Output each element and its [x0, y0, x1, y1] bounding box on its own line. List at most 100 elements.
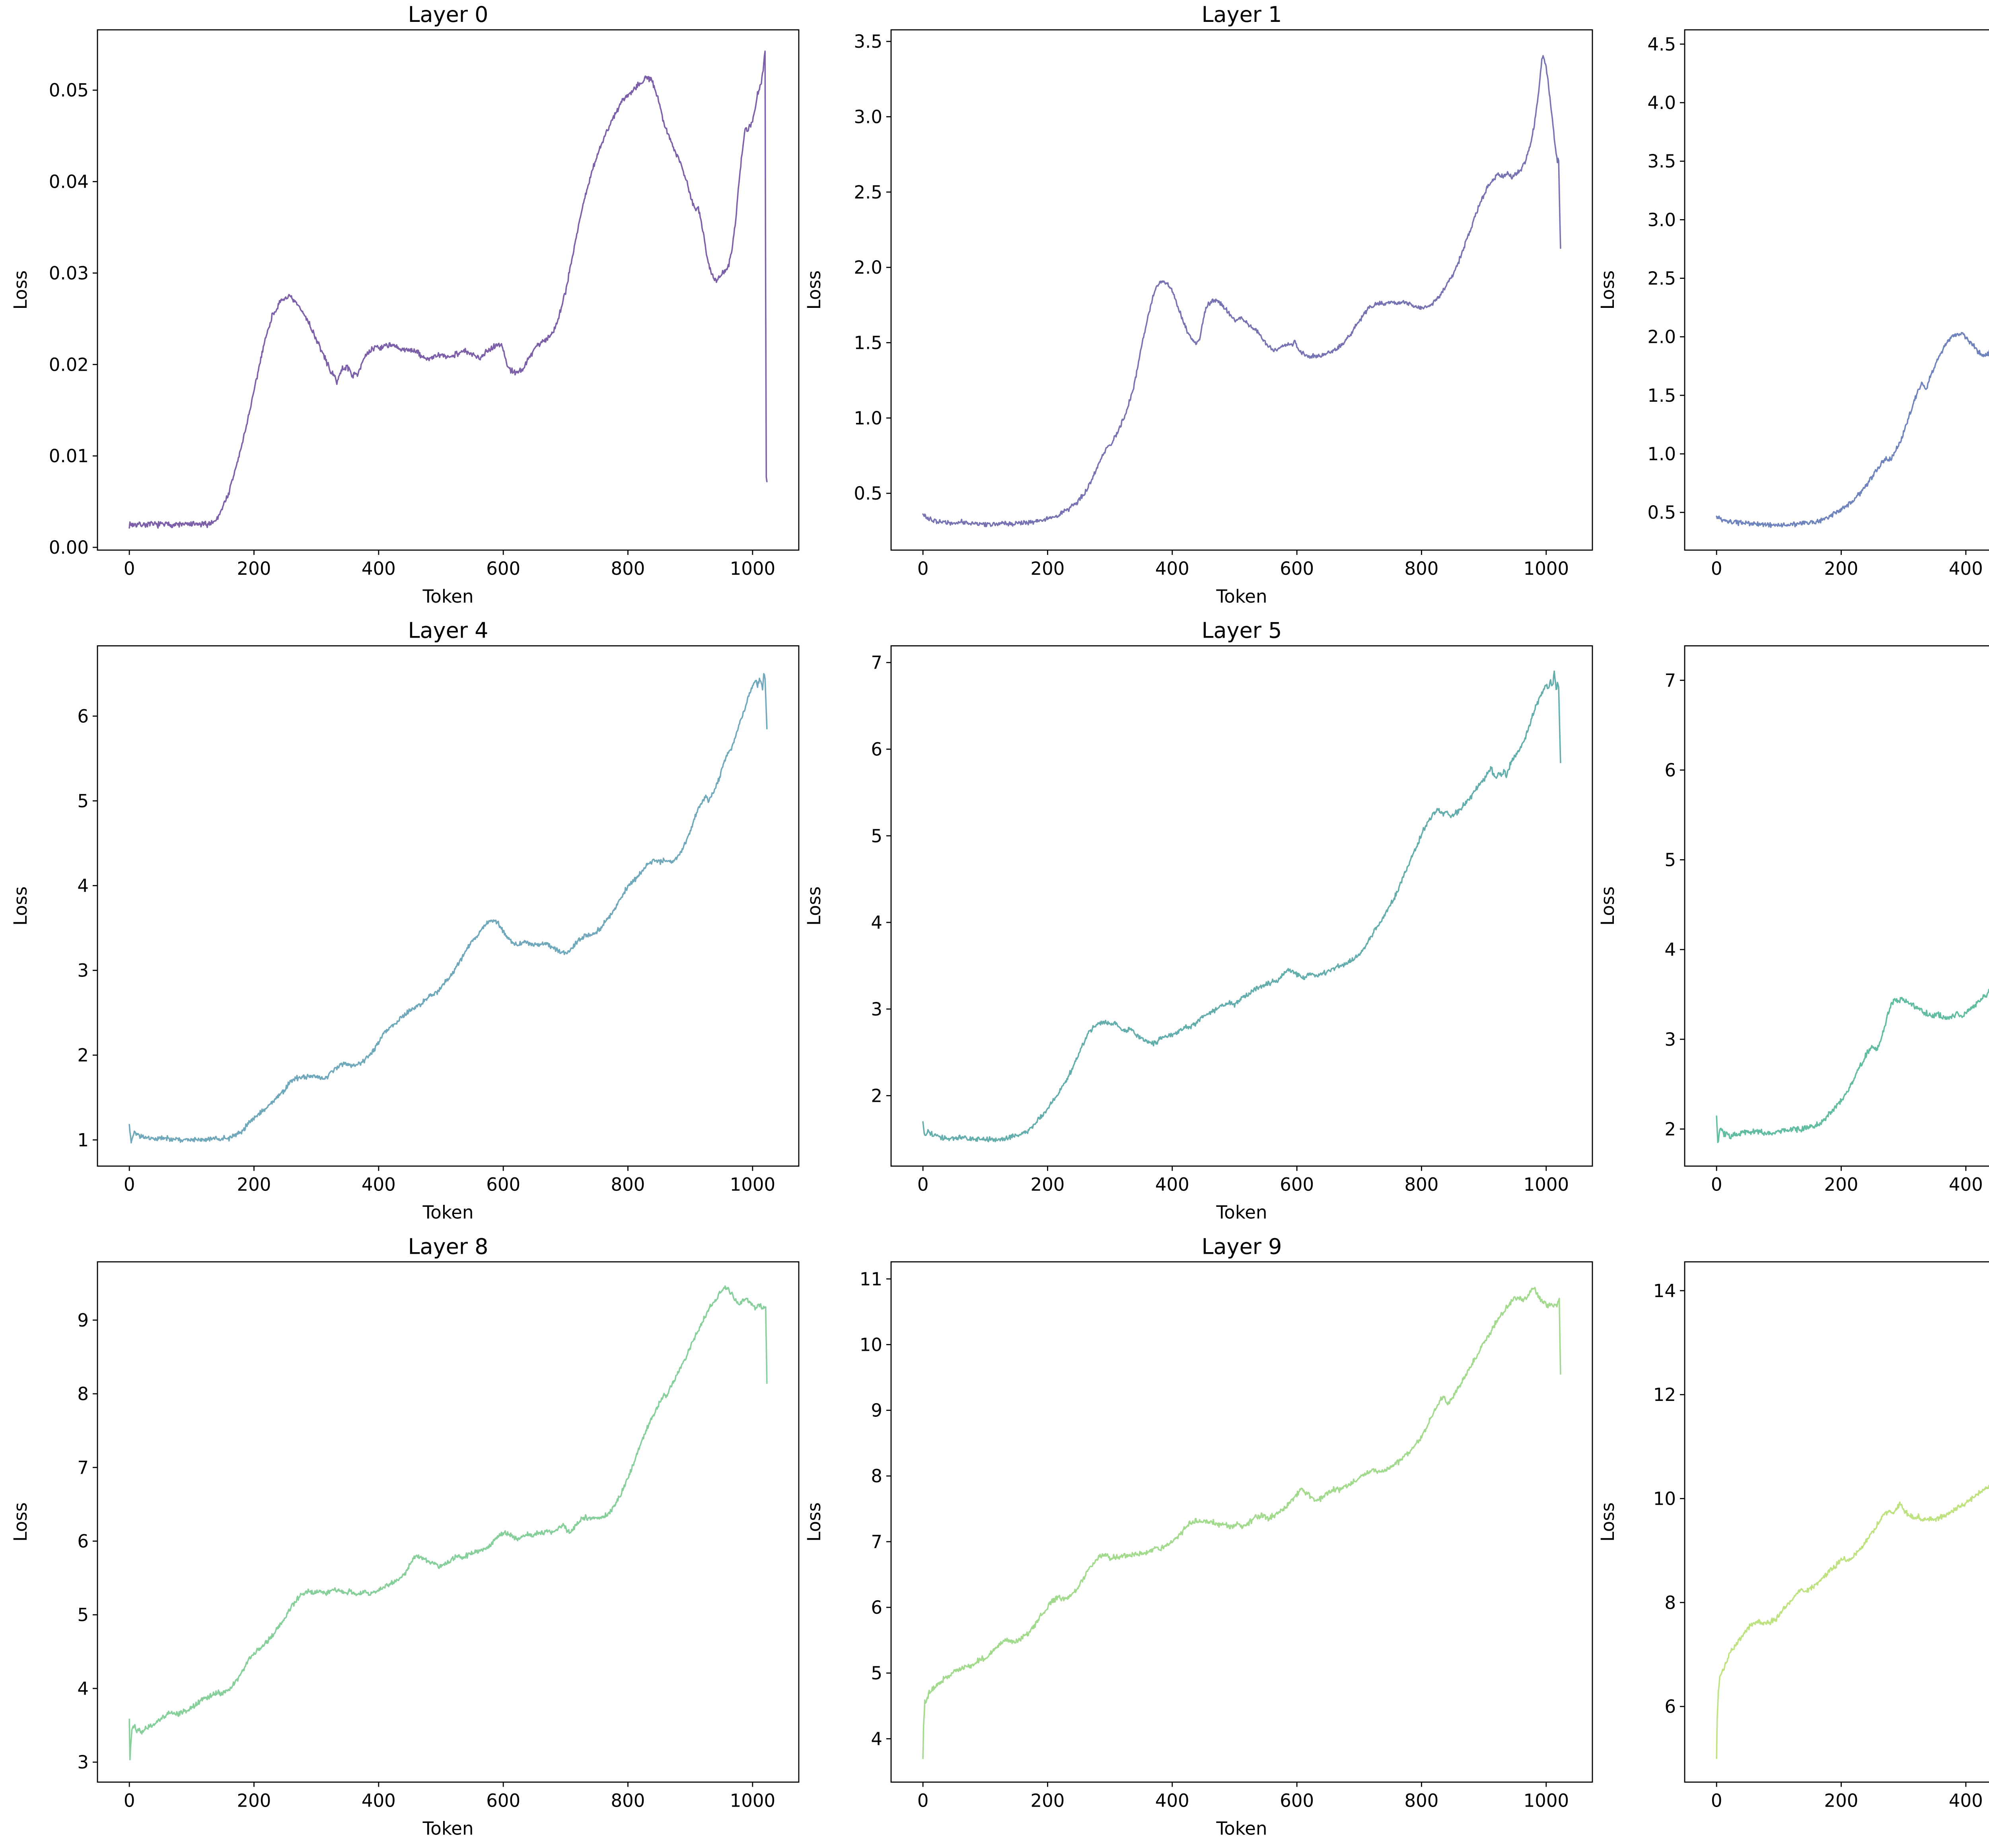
- subplot-layer-8: 3 4 5 6 7 8 9 0 200 400 600 800 1000 Layer 8 Token Loss: [10, 1234, 800, 1839]
- axes-frame: [1684, 1261, 1989, 1783]
- y-tick-label: 4: [1664, 939, 1676, 960]
- axes-frame: [890, 29, 1593, 551]
- loss-curve: [128, 51, 768, 529]
- x-tick-label: 800: [611, 1790, 645, 1811]
- y-tick-label: 0.03: [49, 263, 89, 284]
- y-tick-label: 5: [77, 1605, 89, 1626]
- x-tick-label: 400: [362, 558, 396, 579]
- x-tick-label: 400: [1155, 558, 1189, 579]
- y-tick-label: 0.05: [49, 80, 89, 101]
- loss-curve: [922, 55, 1561, 527]
- x-tick-label: 400: [1155, 1790, 1189, 1811]
- y-tick-label: 8: [77, 1383, 89, 1404]
- loss-curve: [922, 1287, 1561, 1759]
- x-tick-label: 200: [1824, 1174, 1859, 1195]
- axes-frame: [97, 645, 800, 1167]
- loss-curve: [922, 670, 1561, 1142]
- x-tick-label: 200: [237, 1790, 271, 1811]
- x-tick-label: 600: [1280, 1790, 1314, 1811]
- y-tick-label: 5: [77, 790, 89, 811]
- x-tick-label: 200: [237, 558, 271, 579]
- y-tick-label: 6: [77, 706, 89, 727]
- y-tick-label: 3: [77, 960, 89, 981]
- axes-frame: [1684, 29, 1989, 551]
- x-axis-label: Token: [1216, 1818, 1267, 1839]
- y-tick-label: 9: [77, 1310, 89, 1331]
- plot-area: [1685, 646, 1989, 1166]
- subplot-title: Layer 4: [408, 618, 488, 643]
- plot-area: [97, 646, 799, 1166]
- x-tick-label: 400: [1949, 1790, 1983, 1811]
- y-tick-label: 2.5: [854, 182, 882, 203]
- y-tick-label: 0.04: [49, 171, 89, 193]
- subplot-layer-1: 0.5 1.0 1.5 2.0 2.5 3.0 3.5 0 200 400 600 800 1000 La…: [804, 2, 1593, 607]
- x-tick-label: 200: [237, 1174, 271, 1195]
- y-tick-label: 9: [871, 1400, 882, 1421]
- y-tick-label: 0.00: [49, 537, 89, 558]
- subplot-title: Layer 5: [1201, 618, 1282, 643]
- axes-frame: [1684, 645, 1989, 1167]
- x-tick-label: 0: [1711, 1174, 1722, 1195]
- x-tick-label: 800: [611, 558, 645, 579]
- x-tick-label: 200: [1824, 558, 1859, 579]
- y-tick-label: 7: [1664, 670, 1676, 691]
- y-tick-label: 7: [77, 1457, 89, 1478]
- y-tick-label: 1.5: [854, 333, 882, 354]
- y-tick-label: 6: [871, 1597, 882, 1618]
- subplot-title: Layer 10: [1988, 1234, 1989, 1259]
- plot-area: [1685, 1262, 1989, 1782]
- plot-area: [891, 646, 1592, 1166]
- x-tick-label: 0: [917, 1174, 929, 1195]
- x-tick-label: 600: [486, 1174, 520, 1195]
- axes-frame: [97, 1261, 800, 1783]
- x-tick-label: 200: [1031, 1790, 1065, 1811]
- y-tick-label: 4: [871, 912, 882, 933]
- y-tick-label: 3.5: [1647, 151, 1676, 172]
- y-tick-label: 6: [1664, 760, 1676, 781]
- y-axis-label: Loss: [804, 886, 825, 926]
- x-axis-label: Token: [422, 1202, 473, 1223]
- x-tick-label: 600: [486, 1790, 520, 1811]
- y-axis-label: Loss: [1597, 1502, 1618, 1542]
- loss-curve: [1716, 1484, 1989, 1759]
- plot-area: [891, 30, 1592, 550]
- y-tick-label: 2.5: [1647, 268, 1676, 289]
- x-tick-label: 0: [124, 1790, 135, 1811]
- subplot-layer-9: 4 5 6 7 8 9 10 11 0 200 400 600 800 1000 Layer 9 Token L…: [804, 1234, 1593, 1839]
- x-tick-label: 800: [611, 1174, 645, 1195]
- y-tick-label: 2: [871, 1085, 882, 1107]
- y-tick-label: 6: [1664, 1696, 1676, 1717]
- y-tick-label: 3: [1664, 1029, 1676, 1050]
- x-tick-label: 600: [486, 558, 520, 579]
- y-tick-label: 3.0: [854, 107, 882, 128]
- axes-frame: [97, 29, 800, 551]
- plot-area: [891, 1262, 1592, 1782]
- x-tick-label: 1000: [1524, 1790, 1569, 1811]
- y-tick-label: 4.5: [1647, 34, 1676, 55]
- axes-frame: [890, 1261, 1593, 1783]
- x-tick-label: 800: [1405, 558, 1439, 579]
- y-tick-label: 1.0: [1647, 444, 1676, 465]
- y-tick-label: 6: [871, 739, 882, 760]
- y-axis-label: Loss: [10, 1502, 31, 1542]
- subplot-layer-0: 0.00 0.01 0.02 0.03 0.04 0.05 0 200 400 600 800 100…: [10, 2, 800, 607]
- x-axis-label: Token: [422, 1818, 473, 1839]
- loss-curve: [128, 673, 768, 1144]
- y-tick-label: 4: [77, 1678, 89, 1699]
- subplot-layer-4: 1 2 3 4 5 6 0 200 400 600 800 1000 Layer 4 Token Loss: [10, 618, 800, 1223]
- loss-curve: [1716, 988, 1989, 1143]
- y-axis-label: Loss: [10, 270, 31, 310]
- subplot-title: Layer 9: [1201, 1234, 1282, 1259]
- y-tick-label: 3: [77, 1752, 89, 1773]
- y-tick-label: 3.5: [854, 31, 882, 52]
- y-tick-label: 10: [860, 1334, 882, 1355]
- x-tick-label: 400: [1155, 1174, 1189, 1195]
- y-tick-label: 3.0: [1647, 209, 1676, 230]
- x-tick-label: 800: [1405, 1790, 1439, 1811]
- subplot-title: Layer 0: [408, 2, 488, 27]
- y-tick-label: 8: [871, 1466, 882, 1487]
- x-axis-label: Token: [422, 586, 473, 607]
- x-tick-label: 0: [1711, 1790, 1722, 1811]
- y-tick-label: 11: [860, 1268, 882, 1290]
